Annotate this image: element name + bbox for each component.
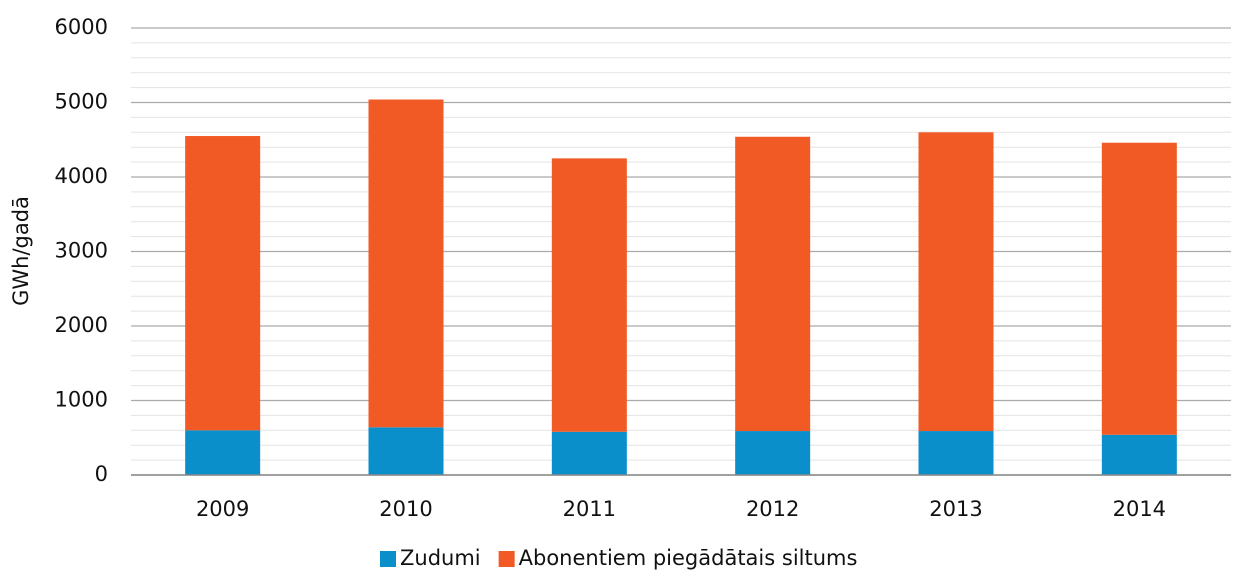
legend-label: Zudumi bbox=[400, 546, 481, 570]
legend-swatch bbox=[498, 551, 515, 567]
x-tick-label: 2014 bbox=[1113, 497, 1166, 521]
y-tick-label: 5000 bbox=[55, 90, 108, 114]
bar-segment bbox=[551, 431, 627, 475]
x-tick-label: 2012 bbox=[746, 497, 799, 521]
x-tick-label: 2013 bbox=[929, 497, 982, 521]
y-axis-label: GWh/gadā bbox=[9, 196, 33, 306]
legend-label: Abonentiem piegādātais siltums bbox=[519, 546, 858, 570]
bar-segment bbox=[1101, 142, 1177, 435]
x-tick-label: 2011 bbox=[563, 497, 616, 521]
y-tick-label: 2000 bbox=[55, 313, 108, 337]
bar-segment bbox=[735, 136, 811, 432]
x-tick-label: 2009 bbox=[196, 497, 249, 521]
y-tick-label: 0 bbox=[95, 462, 108, 486]
x-tick-label: 2010 bbox=[379, 497, 432, 521]
y-tick-label: 3000 bbox=[55, 239, 108, 263]
bar-segment bbox=[918, 132, 994, 432]
bar-segment bbox=[185, 430, 261, 475]
y-tick-label: 4000 bbox=[55, 164, 108, 188]
y-tick-label: 1000 bbox=[55, 388, 108, 412]
y-tick-label: 6000 bbox=[55, 15, 108, 39]
bar-segment bbox=[918, 431, 994, 475]
legend-swatch bbox=[380, 551, 396, 567]
bar-segment bbox=[735, 431, 811, 475]
bar-segment bbox=[368, 427, 444, 475]
bar-segment bbox=[368, 99, 444, 428]
bar-segment bbox=[1101, 434, 1177, 475]
bar-segment bbox=[185, 136, 261, 431]
bar-segment bbox=[551, 158, 627, 432]
